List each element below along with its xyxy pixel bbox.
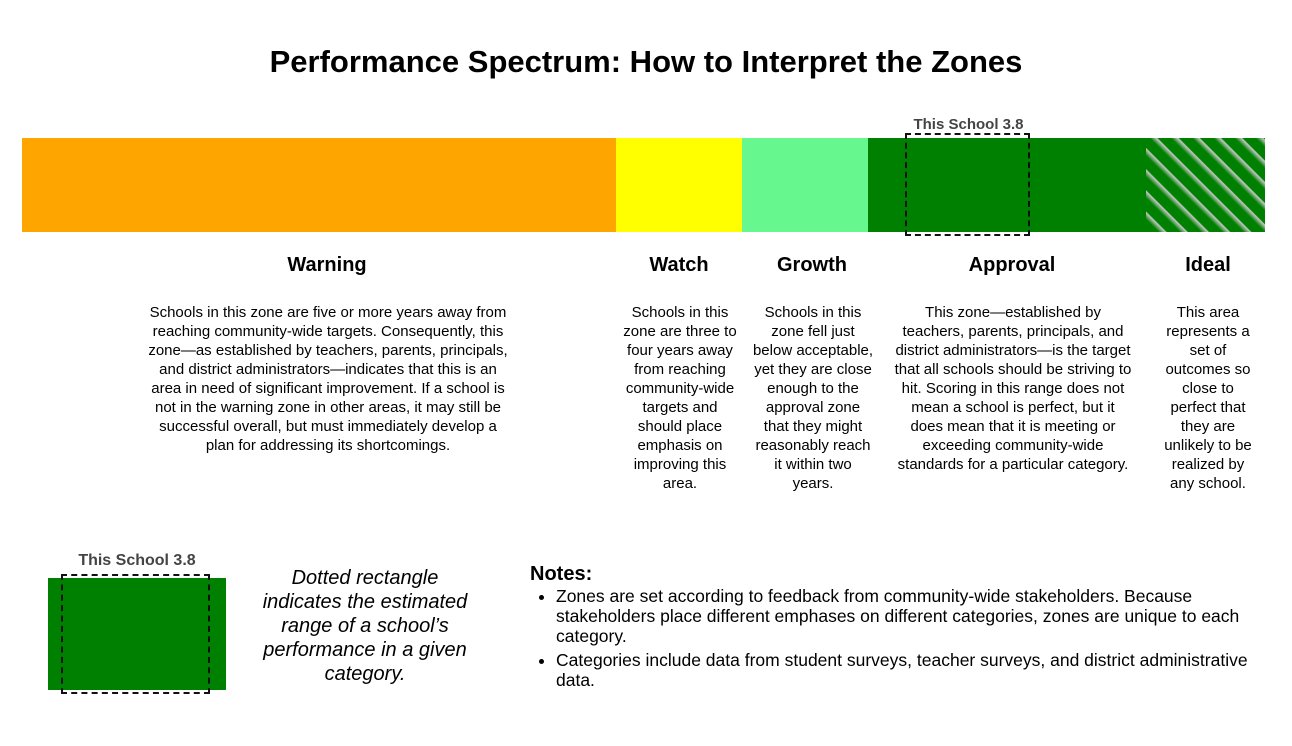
notes-title: Notes:	[530, 563, 593, 585]
zone-description-approval: This zone—established by teachers, paren…	[894, 304, 1132, 473]
legend-marker-label: This School 3.8	[78, 552, 196, 569]
zone-ideal-bar	[1146, 138, 1265, 232]
zone-description-ideal: This area represents a set of outcomes s…	[1164, 304, 1252, 492]
note-item: Categories include data from student sur…	[556, 650, 1276, 690]
zone-warning-bar	[22, 138, 616, 232]
zone-description-watch: Schools in this zone are three to four y…	[623, 304, 737, 492]
legend-description: Dotted rectangle indicates the estimated…	[262, 567, 468, 685]
zone-description-warning: Schools in this zone are five or more ye…	[148, 304, 508, 454]
zone-heading-ideal: Ideal	[1185, 254, 1231, 276]
zone-description-growth: Schools in this zone fell just below acc…	[752, 304, 874, 492]
note-item: Zones are set according to feedback from…	[556, 586, 1276, 646]
zone-approval-bar	[868, 138, 1146, 232]
legend-zone-swatch	[48, 578, 226, 690]
zone-heading-watch: Watch	[649, 254, 709, 276]
school-range-marker	[905, 133, 1030, 236]
zone-growth-bar	[742, 138, 868, 232]
school-marker-label: This School 3.8	[913, 116, 1024, 133]
zone-heading-warning: Warning	[287, 254, 367, 276]
zone-watch-bar	[616, 138, 742, 232]
page-title: Performance Spectrum: How to Interpret t…	[269, 44, 1023, 79]
zone-heading-growth: Growth	[777, 254, 847, 276]
legend-range-marker	[61, 574, 210, 694]
notes-list: Zones are set according to feedback from…	[530, 586, 1276, 694]
zone-heading-approval: Approval	[968, 254, 1056, 276]
